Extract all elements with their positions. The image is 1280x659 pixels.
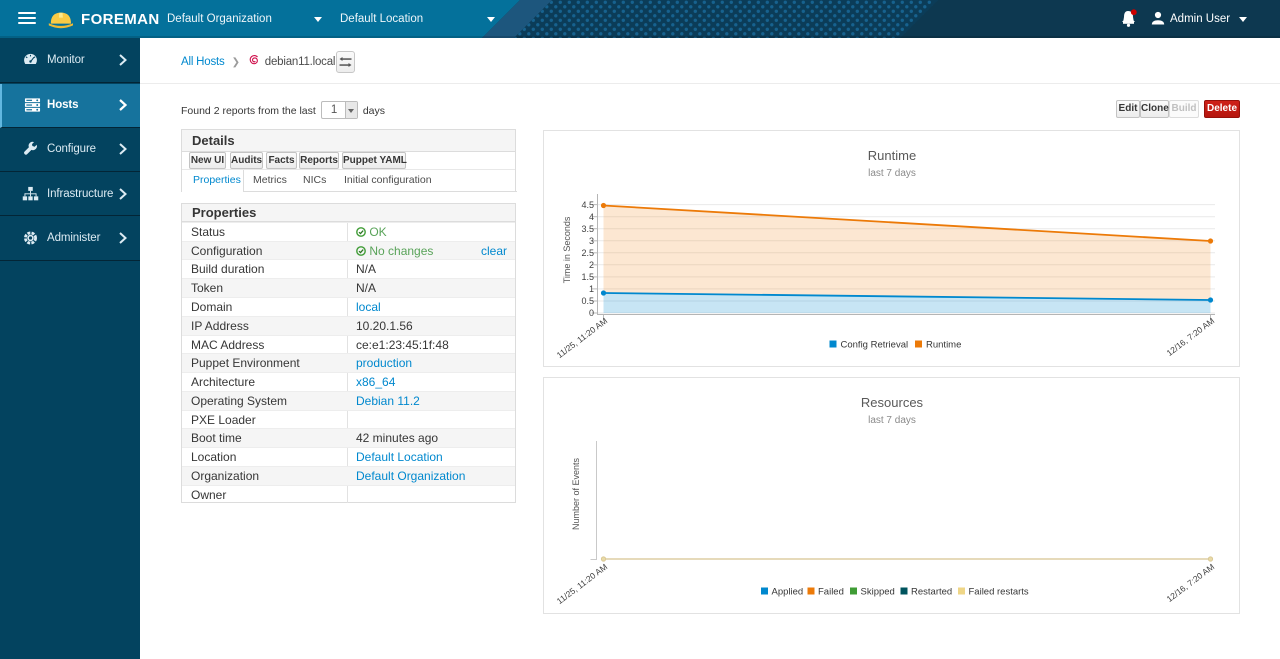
svg-text:Runtime: Runtime: [926, 340, 961, 351]
svg-text:Config Retrieval: Config Retrieval: [841, 340, 909, 351]
svg-text:Resources: Resources: [861, 395, 924, 410]
svg-text:1: 1: [589, 284, 594, 294]
svg-text:1.5: 1.5: [581, 272, 594, 282]
svg-text:12/16, 7:20 AM: 12/16, 7:20 AM: [1165, 562, 1217, 604]
svg-text:last 7 days: last 7 days: [868, 415, 916, 426]
svg-text:Failed restarts: Failed restarts: [969, 587, 1029, 598]
svg-text:Number of Events: Number of Events: [571, 457, 581, 530]
svg-text:last 7 days: last 7 days: [868, 168, 916, 179]
svg-text:0.5: 0.5: [581, 296, 594, 306]
svg-text:3: 3: [589, 236, 594, 246]
svg-text:4: 4: [589, 212, 594, 222]
svg-text:Skipped: Skipped: [861, 587, 895, 598]
svg-text:Applied: Applied: [772, 587, 804, 598]
svg-text:Restarted: Restarted: [911, 587, 952, 598]
svg-text:11/25, 11:20 AM: 11/25, 11:20 AM: [555, 316, 609, 360]
svg-text:11/25, 11:20 AM: 11/25, 11:20 AM: [555, 562, 609, 606]
svg-text:Time in Seconds: Time in Seconds: [562, 216, 572, 283]
svg-text:Failed: Failed: [818, 587, 844, 598]
svg-text:3.5: 3.5: [581, 224, 594, 234]
svg-text:Runtime: Runtime: [868, 148, 916, 163]
svg-text:2.5: 2.5: [581, 248, 594, 258]
svg-text:12/16, 7:20 AM: 12/16, 7:20 AM: [1165, 316, 1217, 358]
svg-text:4.5: 4.5: [581, 200, 594, 210]
svg-text:0: 0: [589, 308, 594, 318]
svg-text:2: 2: [589, 260, 594, 270]
